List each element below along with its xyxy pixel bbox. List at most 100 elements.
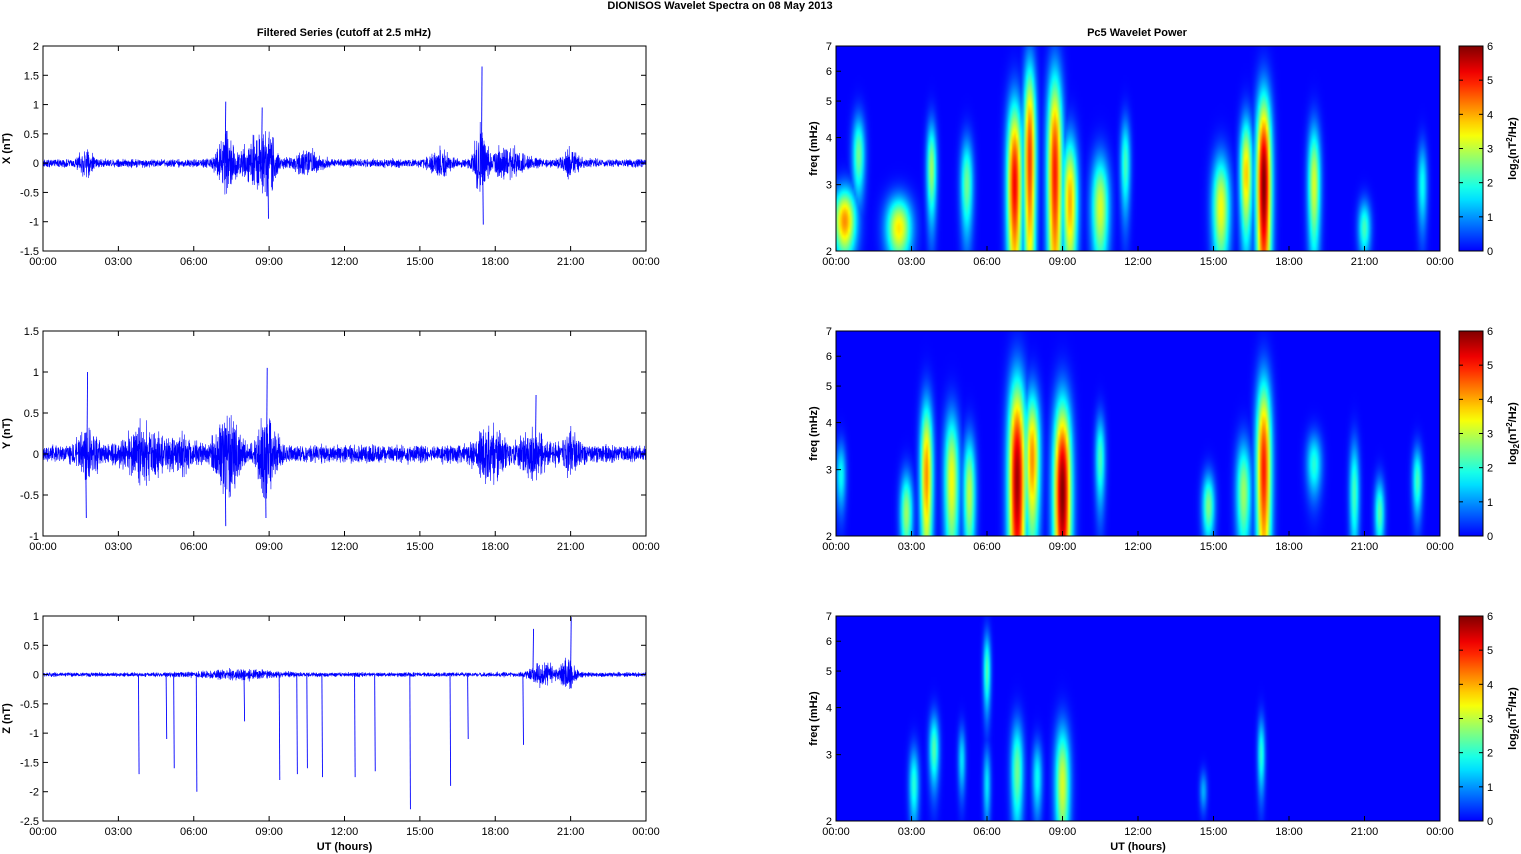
spike bbox=[278, 674, 281, 781]
spike bbox=[532, 628, 534, 675]
colorbar-label-part: (nT bbox=[1507, 712, 1519, 729]
colorbar-tick-label: 2 bbox=[1487, 178, 1493, 190]
x-tick-label: 06:00 bbox=[973, 256, 1001, 268]
wavelet-panel-1: 2 3 4 5 6 7 00:00 03:00 06:00 09:00 12:00 15:00 18:0… bbox=[808, 41, 1521, 268]
x-tick-label: 12:00 bbox=[331, 826, 359, 838]
y-tick-label: 5 bbox=[826, 96, 832, 108]
spike bbox=[267, 163, 269, 219]
colorbar-label-part: 2 bbox=[1512, 443, 1521, 448]
y-axis-label: Y (nT) bbox=[1, 418, 13, 449]
spike bbox=[224, 101, 227, 164]
colorbar-tick-label: 4 bbox=[1487, 679, 1493, 691]
x-tick-label: 00:00 bbox=[822, 541, 850, 553]
colorbar-tick-label: 3 bbox=[1487, 429, 1493, 441]
x-tick-label: 03:00 bbox=[105, 256, 133, 268]
x-tick-label: 06:00 bbox=[180, 256, 208, 268]
y-tick-label: 3 bbox=[826, 180, 832, 192]
x-tick-label: 12:00 bbox=[1124, 826, 1152, 838]
y-tick-label: 4 bbox=[826, 418, 832, 430]
colorbar-label-part: log bbox=[1507, 733, 1519, 750]
y-tick-label: -1 bbox=[29, 531, 39, 543]
y-tick-label: 2 bbox=[33, 41, 39, 53]
y-tick-label: -1 bbox=[29, 217, 39, 229]
x-tick-label: 06:00 bbox=[973, 541, 1001, 553]
spike bbox=[480, 66, 483, 164]
y-tick-label: 0 bbox=[33, 449, 39, 461]
y-tick-label: 1 bbox=[33, 367, 39, 379]
y-tick-label: 5 bbox=[826, 381, 832, 393]
y-tick-label: 0.5 bbox=[24, 408, 39, 420]
spike bbox=[261, 107, 263, 164]
y-tick-label: -2.5 bbox=[20, 816, 39, 828]
x-tick-label: 00:00 bbox=[632, 826, 660, 838]
x-tick-label: 09:00 bbox=[255, 541, 283, 553]
x-tick-label: 00:00 bbox=[632, 541, 660, 553]
y-tick-label: -1.5 bbox=[20, 757, 39, 769]
series-line bbox=[42, 415, 647, 499]
y-tick-label: 2 bbox=[826, 531, 832, 543]
spike bbox=[266, 367, 268, 455]
colorbar-tick-label: 2 bbox=[1487, 748, 1493, 760]
spike bbox=[165, 674, 168, 740]
spike bbox=[195, 674, 198, 792]
colorbar-label-part: log bbox=[1507, 163, 1519, 180]
x-tick-label: 00:00 bbox=[822, 826, 850, 838]
wavelet-panel-2: 2 3 4 5 6 7 00:00 03:00 06:00 09:00 12:00 15:00 18:0… bbox=[808, 326, 1521, 553]
colorbar-tick-label: 5 bbox=[1487, 360, 1493, 372]
plot-background bbox=[43, 331, 646, 536]
y-tick-label: 3 bbox=[826, 750, 832, 762]
colorbar-label-part: 2 bbox=[1505, 422, 1514, 427]
x-tick-label: 18:00 bbox=[1275, 541, 1303, 553]
x-tick-label: 18:00 bbox=[481, 541, 509, 553]
y-axis-label: freq (mHz) bbox=[808, 691, 820, 746]
colorbar-label-part: /Hz) bbox=[1507, 117, 1519, 138]
y-tick-label: 3 bbox=[826, 465, 832, 477]
x-tick-label: 09:00 bbox=[1049, 541, 1077, 553]
colorbar-tick-label: 5 bbox=[1487, 75, 1493, 87]
x-tick-label: 09:00 bbox=[255, 826, 283, 838]
colorbar-tick-label: 6 bbox=[1487, 326, 1493, 338]
y-tick-label: 0.5 bbox=[24, 640, 39, 652]
x-tick-label: 00:00 bbox=[822, 256, 850, 268]
plot-background bbox=[43, 616, 646, 821]
y-tick-label: 1 bbox=[33, 611, 39, 623]
right-column-title: Pc5 Wavelet Power bbox=[1087, 27, 1188, 39]
colorbar-tick-label: 6 bbox=[1487, 41, 1493, 53]
x-axis-label: UT (hours) bbox=[1110, 841, 1166, 853]
x-tick-label: 00:00 bbox=[1426, 541, 1454, 553]
timeseries-panel-2: -1 -0.5 0 0.5 1 1.5 00:00 03:00 06:00 09:00 12:00 1… bbox=[1, 326, 660, 553]
spike bbox=[85, 453, 87, 518]
y-tick-label: -1 bbox=[29, 728, 39, 740]
spike bbox=[296, 674, 298, 775]
y-tick-label: 5 bbox=[826, 666, 832, 678]
x-tick-label: 12:00 bbox=[331, 541, 359, 553]
colorbar-tick-label: 5 bbox=[1487, 645, 1493, 657]
x-tick-label: 18:00 bbox=[481, 826, 509, 838]
y-tick-label: 1.5 bbox=[24, 70, 39, 82]
x-tick-label: 12:00 bbox=[1124, 256, 1152, 268]
spike bbox=[224, 453, 227, 527]
wavelet-power-image bbox=[836, 331, 1440, 536]
spike bbox=[482, 163, 484, 225]
left-column-title: Filtered Series (cutoff at 2.5 mHz) bbox=[257, 27, 432, 39]
y-tick-label: 0 bbox=[33, 670, 39, 682]
colorbar-tick-label: 1 bbox=[1487, 212, 1493, 224]
spike bbox=[409, 674, 411, 810]
y-tick-label: 2 bbox=[826, 816, 832, 828]
colorbar-label-part: 2 bbox=[1505, 707, 1514, 712]
x-tick-label: 18:00 bbox=[481, 256, 509, 268]
x-tick-label: 03:00 bbox=[898, 541, 926, 553]
colorbar-label-part: /Hz) bbox=[1507, 687, 1519, 708]
figure-title: DIONISOS Wavelet Spectra on 08 May 2013 bbox=[607, 0, 832, 12]
x-tick-label: 21:00 bbox=[1351, 826, 1379, 838]
colorbar-label: log2(nT2/Hz) bbox=[1505, 117, 1521, 180]
series-line bbox=[42, 122, 647, 197]
y-tick-label: 6 bbox=[826, 351, 832, 363]
y-axis-label: freq (mHz) bbox=[808, 121, 820, 176]
colorbar-label: log2(nT2/Hz) bbox=[1505, 402, 1521, 465]
colorbar-label-part: /Hz) bbox=[1507, 402, 1519, 423]
x-tick-label: 00:00 bbox=[1426, 826, 1454, 838]
x-tick-label: 18:00 bbox=[1275, 256, 1303, 268]
spike bbox=[535, 394, 537, 455]
